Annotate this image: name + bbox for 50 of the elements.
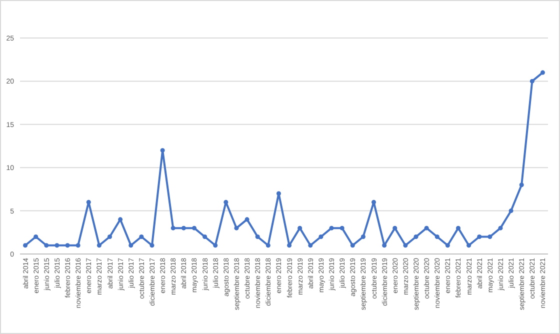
point xyxy=(213,243,218,248)
point xyxy=(414,234,418,239)
point xyxy=(456,226,460,230)
point xyxy=(139,234,144,239)
point xyxy=(434,234,440,239)
point xyxy=(360,234,366,239)
point xyxy=(445,243,450,248)
point xyxy=(255,234,260,239)
point xyxy=(540,70,545,75)
point xyxy=(128,243,134,248)
point xyxy=(508,208,514,214)
point xyxy=(86,200,91,204)
point xyxy=(23,243,28,248)
point xyxy=(530,78,534,84)
point xyxy=(54,243,60,248)
point xyxy=(65,243,70,248)
point xyxy=(150,243,154,248)
point xyxy=(192,226,196,230)
point xyxy=(519,182,524,188)
point xyxy=(224,200,228,204)
point xyxy=(392,226,398,230)
point xyxy=(118,217,123,222)
point xyxy=(76,243,80,248)
point xyxy=(382,243,387,248)
point xyxy=(340,226,344,230)
point xyxy=(350,243,355,248)
point xyxy=(372,200,376,204)
point xyxy=(308,243,313,248)
point xyxy=(466,243,472,248)
point xyxy=(318,234,324,239)
point xyxy=(234,226,239,230)
point xyxy=(108,234,112,239)
point xyxy=(160,148,165,153)
point xyxy=(488,234,492,239)
point xyxy=(298,226,302,230)
point xyxy=(170,226,176,230)
point xyxy=(329,226,334,230)
point xyxy=(287,243,292,248)
point xyxy=(403,243,408,248)
point xyxy=(44,243,49,248)
point xyxy=(244,217,250,222)
point xyxy=(498,226,503,230)
point xyxy=(202,234,208,239)
point xyxy=(96,243,102,248)
point xyxy=(181,226,186,230)
point xyxy=(424,226,429,230)
point xyxy=(477,234,482,239)
point xyxy=(276,191,281,196)
point xyxy=(266,243,270,248)
point xyxy=(34,234,38,239)
